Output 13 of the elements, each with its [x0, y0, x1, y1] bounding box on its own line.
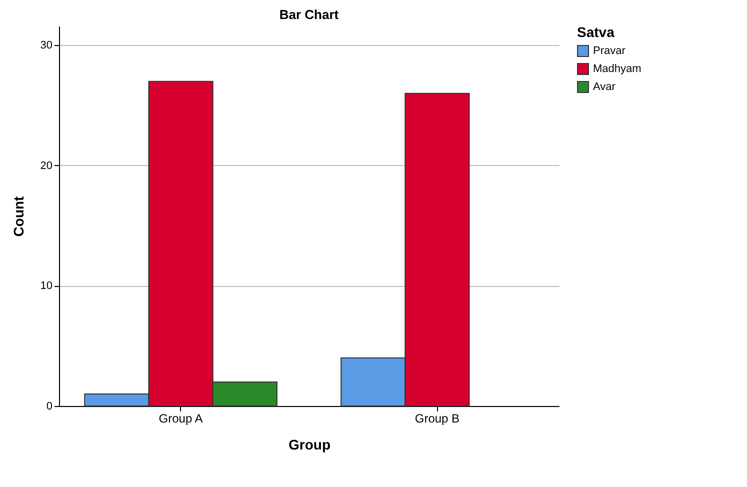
- y-tick-label: 20: [40, 160, 52, 172]
- chart-title: Bar Chart: [279, 7, 340, 22]
- y-tick-label: 10: [40, 280, 52, 292]
- x-tick-label: Group B: [414, 412, 460, 426]
- legend-label: Pravar: [593, 45, 626, 57]
- legend-title: Satva: [577, 24, 615, 40]
- x-tick-label: Group A: [158, 412, 203, 426]
- x-axis-title: Group: [288, 436, 330, 452]
- legend-label: Avar: [593, 81, 616, 93]
- legend-label: Madhyam: [593, 63, 642, 75]
- y-axis-title: Count: [10, 196, 26, 237]
- y-tick-label: 0: [46, 400, 52, 412]
- y-tick-label: 30: [40, 40, 52, 52]
